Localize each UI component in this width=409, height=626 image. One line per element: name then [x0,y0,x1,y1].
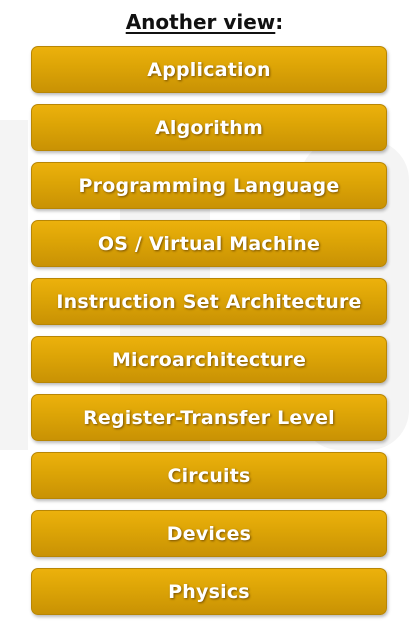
layer-label: Devices [166,522,252,545]
layer-label: Programming Language [78,174,340,197]
layer-physics: Physics [31,568,387,615]
abstraction-layer-stack: Application Algorithm Programming Langua… [31,46,387,626]
layer-register-transfer-level: Register-Transfer Level [31,394,387,441]
layer-label: Application [147,58,271,81]
layer-instruction-set-architecture: Instruction Set Architecture [31,278,387,325]
layer-devices: Devices [31,510,387,557]
layer-label: Instruction Set Architecture [56,290,362,313]
layer-label: OS / Virtual Machine [97,232,321,255]
layer-label: Microarchitecture [111,348,307,371]
layer-label: Circuits [167,464,251,487]
title-colon: : [275,10,284,34]
layer-programming-language: Programming Language [31,162,387,209]
layer-label: Algorithm [155,116,263,139]
layer-microarchitecture: Microarchitecture [31,336,387,383]
layer-application: Application [31,46,387,93]
diagram-title: Another view: [0,9,409,35]
layer-label: Physics [168,580,250,603]
layer-circuits: Circuits [31,452,387,499]
layer-label: Register-Transfer Level [83,406,335,429]
title-text: Another view [125,10,276,34]
layer-algorithm: Algorithm [31,104,387,151]
layer-os-virtual-machine: OS / Virtual Machine [31,220,387,267]
